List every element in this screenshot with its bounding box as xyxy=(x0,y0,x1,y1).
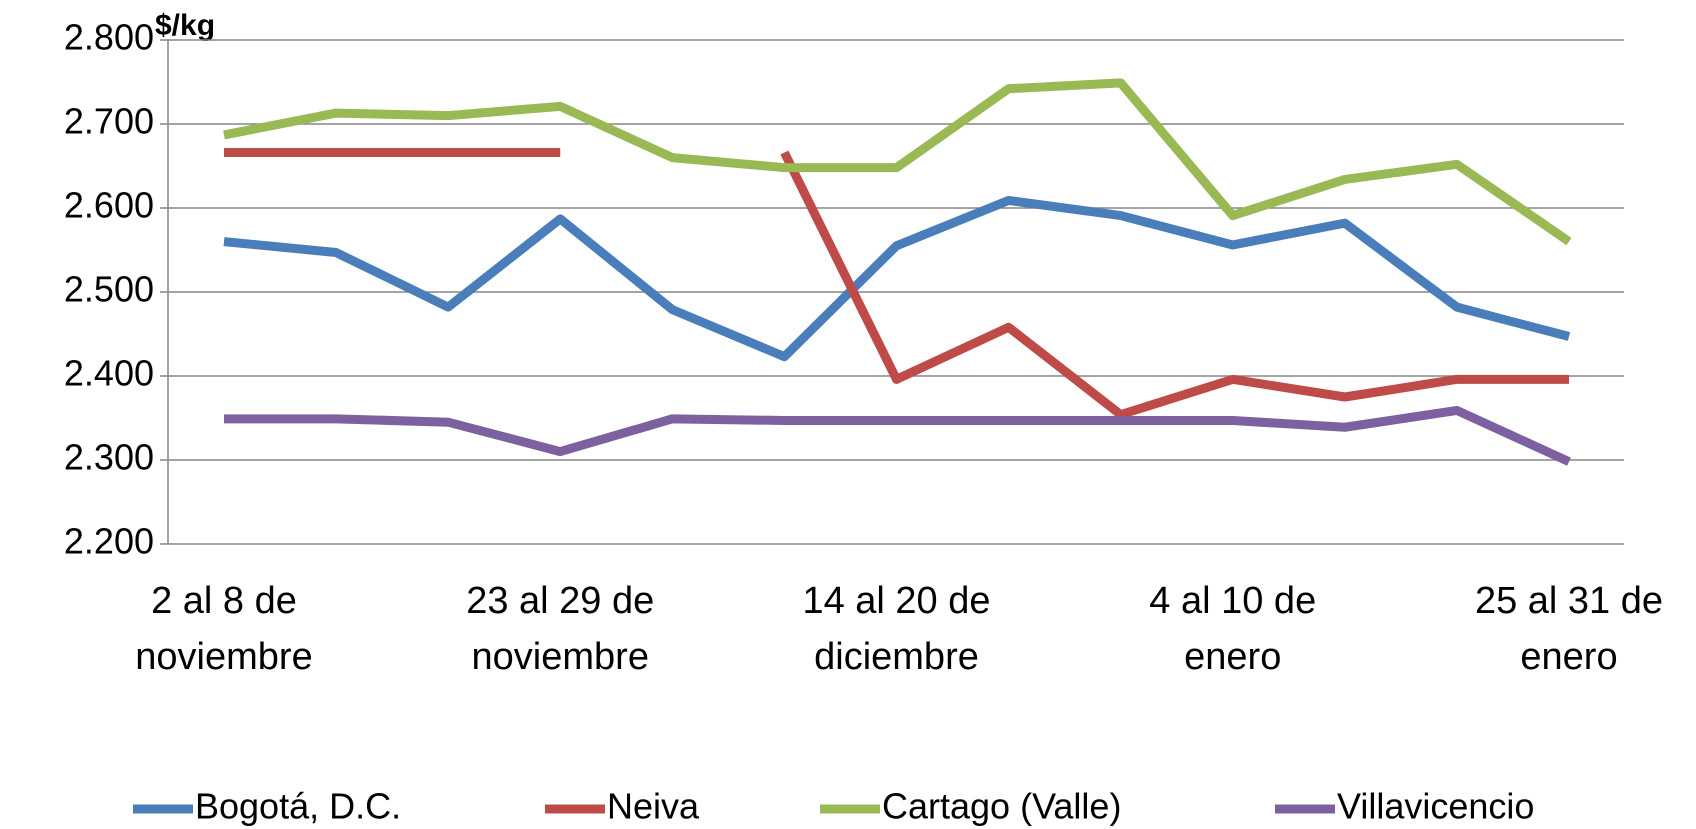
x-tick-label: 25 al 31 de enero xyxy=(1475,580,1663,678)
series-line xyxy=(224,405,1571,466)
legend-label: Bogotá, D.C. xyxy=(195,786,401,827)
y-tick-label: 2.400 xyxy=(64,353,154,394)
x-tick-label: 14 al 20 de diciembre xyxy=(802,580,990,678)
y-tick-label: 2.500 xyxy=(64,269,154,310)
y-tick-label: 2.600 xyxy=(64,185,154,226)
y-tick-label: 2.200 xyxy=(64,521,154,562)
legend-label: Cartago (Valle) xyxy=(882,786,1121,827)
series-line xyxy=(223,78,1572,246)
series-line xyxy=(224,148,1569,420)
series-line xyxy=(223,195,1571,362)
y-tick-label: 2.300 xyxy=(64,437,154,478)
legend-label: Neiva xyxy=(607,786,700,827)
y-tick-label: 2.700 xyxy=(64,101,154,142)
x-tick-label: 23 al 29 de noviembre xyxy=(466,580,654,678)
x-tick-label: 4 al 10 de enero xyxy=(1149,580,1316,678)
x-tick-label: 2 al 8 de noviembre xyxy=(135,580,312,678)
y-axis-label: $/kg xyxy=(155,9,215,42)
legend-label: Villavicencio xyxy=(1337,786,1534,827)
y-tick-label: 2.800 xyxy=(64,17,154,58)
